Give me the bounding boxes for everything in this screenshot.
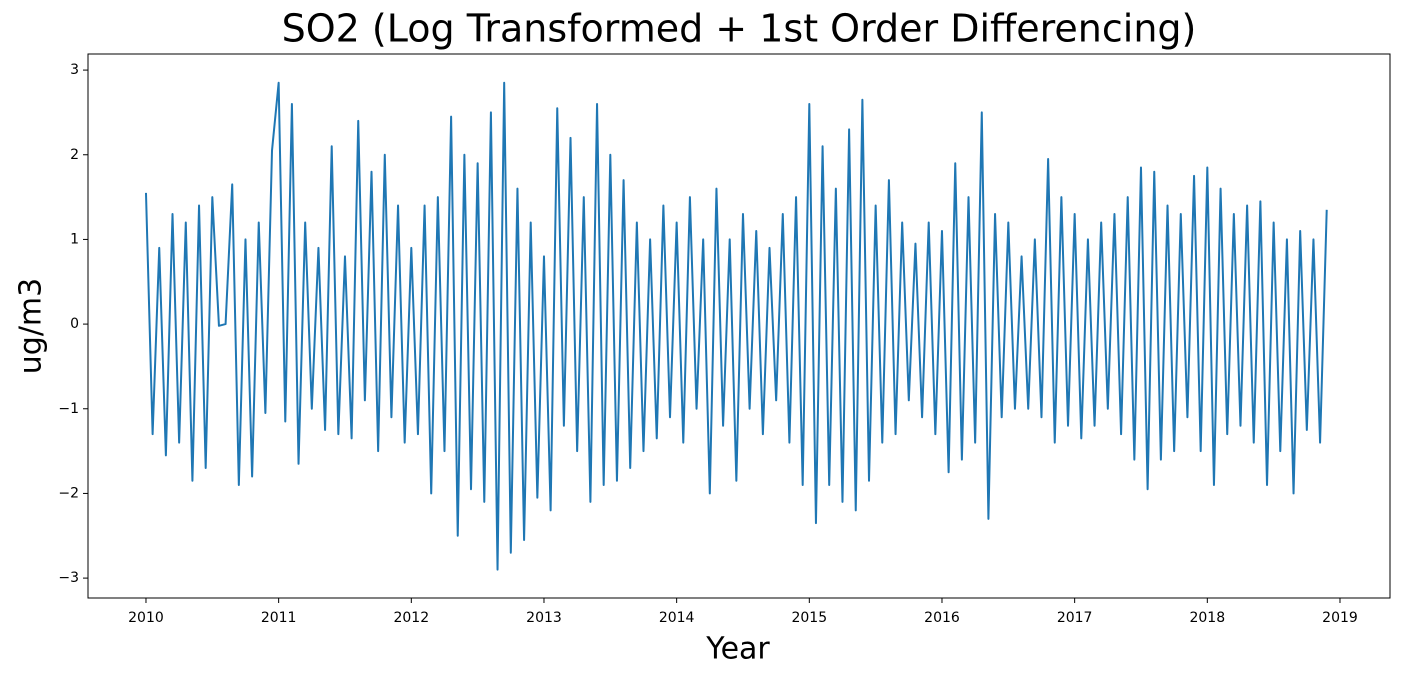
x-tick-label: 2016	[924, 610, 960, 626]
axes-frame	[87, 53, 1391, 599]
chart-title: SO2 (Log Transformed + 1st Order Differe…	[282, 7, 1197, 51]
x-tick-label: 2011	[261, 610, 297, 626]
y-tick-label: −1	[58, 401, 79, 417]
x-tick-label: 2013	[526, 610, 562, 626]
y-tick-label: 2	[70, 147, 79, 163]
x-tick-label: 2015	[791, 610, 827, 626]
y-tick-label: −2	[58, 485, 79, 501]
y-tick-label: 1	[70, 231, 79, 247]
x-tick-label: 2017	[1057, 610, 1093, 626]
y-tick-label: 0	[70, 316, 79, 332]
data-line	[144, 81, 1328, 571]
x-tick-label: 2018	[1189, 610, 1225, 626]
x-tick-label: 2019	[1322, 610, 1358, 626]
y-axis-label: ug/m3	[14, 278, 49, 374]
y-tick-label: 3	[70, 62, 79, 78]
x-tick-label: 2012	[393, 610, 429, 626]
x-tick-label: 2010	[128, 610, 164, 626]
x-tick-label: 2014	[659, 610, 695, 626]
plot-area	[144, 81, 1328, 571]
y-tick-label: −3	[58, 570, 79, 586]
x-axis-label: Year	[705, 632, 770, 667]
